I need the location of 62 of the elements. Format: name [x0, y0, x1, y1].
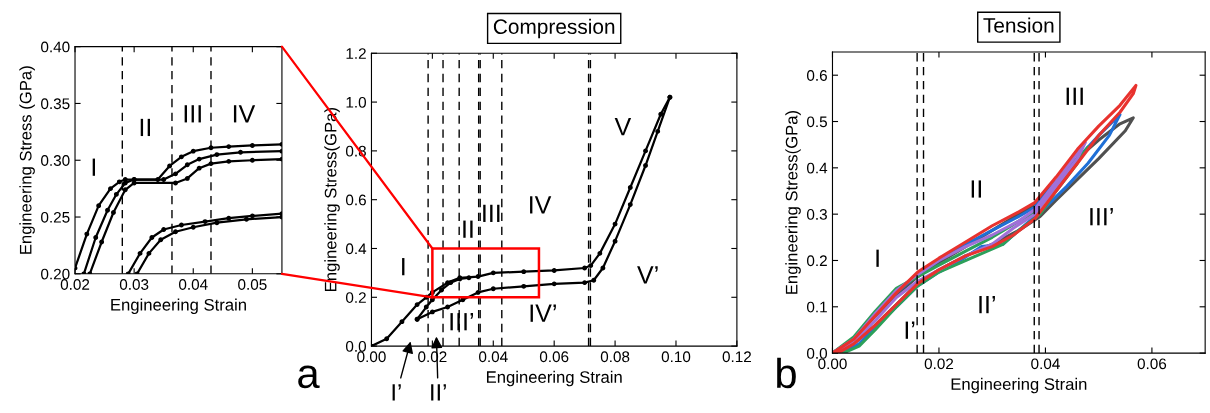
x-tick-label: 0.12 [722, 351, 751, 363]
annotation: III [483, 204, 500, 222]
annotation: I [92, 158, 96, 176]
y-tick-label: 1.2 [346, 48, 366, 59]
y-tick-label: 0.3 [806, 209, 827, 220]
x-tick-label: 0.03 [119, 279, 149, 290]
y-tick-label: 0.35 [41, 98, 70, 110]
text: a [298, 365, 320, 389]
x-axis-title: Engineering Strain [486, 370, 622, 387]
text: I’ [392, 384, 401, 401]
annotation: I [876, 249, 879, 267]
y-tick-label: 0.0 [345, 340, 367, 352]
x-tick-label: 0.02 [60, 279, 90, 290]
y-tick-label: 0.6 [806, 70, 827, 81]
x-tick-label: 0.04 [1031, 358, 1060, 370]
y-tick-label: 0.4 [345, 243, 367, 255]
annotation: III [1066, 87, 1083, 105]
x-tick-label: 0.10 [661, 351, 691, 363]
y-tick-label: 0.0 [806, 347, 828, 359]
y-tick-label: 1.0 [346, 96, 367, 108]
x-tick-label: 0.04 [178, 279, 208, 290]
x-tick-label: 0.06 [539, 351, 569, 363]
y-tick-label: 0.2 [345, 292, 366, 303]
y-tick-label: 0.20 [41, 268, 70, 280]
y-tick-label: 0.6 [345, 194, 366, 206]
y-tick-label: 0.1 [806, 301, 827, 313]
x-tick-label: 0.00 [357, 351, 386, 363]
annotation: II’ [979, 296, 995, 314]
chart-title: Tension [983, 17, 1054, 33]
x-axis-title: Engineering Strain [111, 298, 246, 315]
annotation: III’ [1090, 208, 1113, 226]
y-tick-label: 0.4 [806, 162, 828, 174]
y-tick-label: 0.25 [41, 211, 70, 223]
text: b [777, 357, 796, 389]
annotation: I’ [905, 321, 915, 339]
annotation: II [140, 118, 151, 137]
y-tick-label: 0.5 [806, 116, 827, 128]
x-tick-label: 0.00 [818, 358, 847, 370]
y-tick-label: 0.2 [806, 255, 827, 267]
annotation: II [463, 220, 473, 238]
x-tick-label: 0.02 [924, 358, 954, 370]
annotation: III [184, 105, 201, 123]
annotation: V’ [637, 266, 658, 284]
annotation: IV [530, 196, 552, 214]
annotation: III’ [450, 313, 474, 331]
annotation: IV [233, 105, 256, 123]
x-tick-label: 0.05 [238, 279, 267, 290]
annotation: IV’ [530, 304, 556, 322]
x-tick-label: 0.04 [479, 351, 508, 363]
x-axis-title: Engineering Strain [951, 377, 1087, 394]
y-axis-title: Engineering Stress(GPa) [324, 108, 340, 291]
chart-title: Compression [493, 18, 615, 39]
annotation: I [402, 258, 405, 276]
x-tick-label: 0.06 [1137, 358, 1167, 370]
text: II’ [431, 384, 446, 401]
y-tick-label: 0.40 [41, 41, 70, 53]
y-axis-title: Engineering Stress (GPa) [19, 66, 35, 254]
x-tick-label: 0.08 [600, 351, 630, 363]
annotation: II [971, 180, 981, 198]
y-axis-title: Engineering Stress(GPa) [785, 110, 801, 294]
y-tick-label: 0.30 [41, 155, 70, 166]
annotation: V [614, 118, 632, 136]
